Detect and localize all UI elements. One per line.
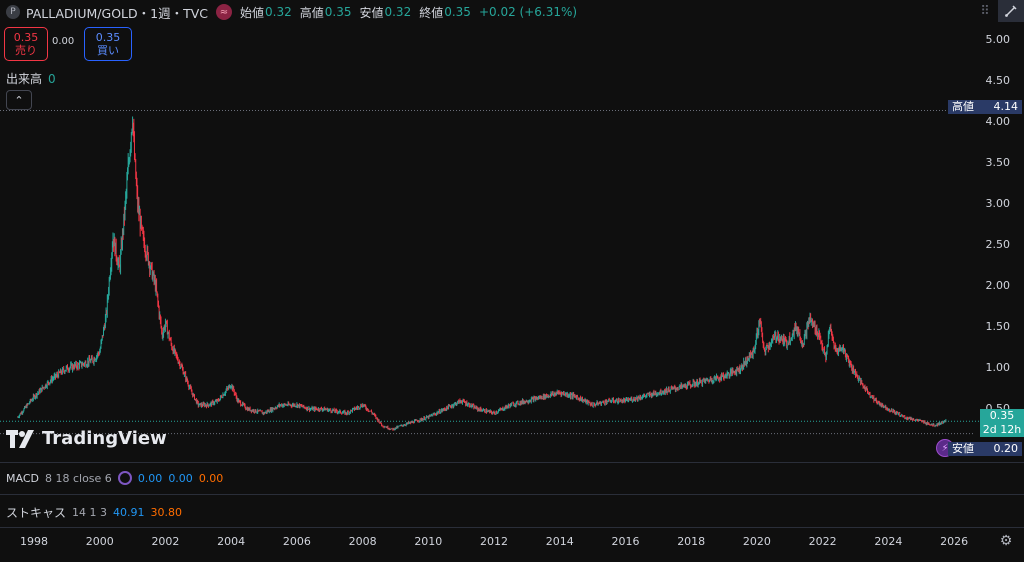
macd-value-2: 0.00 xyxy=(168,471,193,485)
price-tick-label: 2.00 xyxy=(985,279,1011,292)
chevron-up-icon: ⌃ xyxy=(14,93,24,107)
high-marker-value: 4.14 xyxy=(993,100,1019,113)
stoch-name: ストキャス xyxy=(6,506,67,520)
low-marker-value: 0.20 xyxy=(993,442,1019,455)
volume-label: 出来高 xyxy=(6,72,43,86)
drag-handle-icon[interactable]: ⠿ xyxy=(980,3,990,19)
stoch-params: 14 1 3 xyxy=(72,506,108,519)
time-tick-label: 2018 xyxy=(677,535,706,548)
collapse-button[interactable]: ⌃ xyxy=(6,90,32,110)
macd-legend[interactable]: MACD 8 18 close 6 0.00 0.00 0.00 xyxy=(6,471,223,485)
pane-separator[interactable] xyxy=(0,494,1024,495)
price-tick-label: 5.00 xyxy=(985,33,1011,46)
bar-countdown: 2d 12h xyxy=(982,423,1022,436)
sell-button[interactable]: 0.35 売り xyxy=(4,27,48,61)
time-tick-label: 2022 xyxy=(808,535,837,548)
sell-price: 0.35 xyxy=(13,31,39,44)
macd-value-3: 0.00 xyxy=(198,471,224,485)
close-label: 終値 xyxy=(419,5,444,20)
high-label: 高値 xyxy=(299,5,324,20)
tradingview-logo-icon xyxy=(6,429,34,448)
pane-separator[interactable] xyxy=(0,527,1024,528)
time-tick-label: 2026 xyxy=(940,535,969,548)
macd-params: 8 18 close 6 xyxy=(44,471,112,485)
high-marker-label: 高値 xyxy=(952,100,974,113)
stoch-value-2: 30.80 xyxy=(150,506,183,519)
sell-label: 売り xyxy=(15,44,37,57)
low-marker: 安値 0.20 xyxy=(948,442,1022,456)
pane-separator[interactable] xyxy=(0,462,1024,463)
time-tick-label: 2004 xyxy=(217,535,246,548)
volume-legend[interactable]: 出来高 0 xyxy=(6,70,56,87)
buy-label: 買い xyxy=(97,44,119,57)
macd-settings-icon[interactable] xyxy=(117,471,132,485)
settings-gear-icon[interactable]: ⚙ xyxy=(999,533,1013,549)
change-value: +0.02 (+6.31%) xyxy=(478,5,578,19)
stoch-legend[interactable]: ストキャス 14 1 3 40.91 30.80 xyxy=(6,504,182,521)
macd-name: MACD xyxy=(6,471,39,485)
time-tick-label: 2010 xyxy=(414,535,443,548)
price-tick-label: 2.50 xyxy=(985,238,1011,251)
price-tick-label: 1.50 xyxy=(985,320,1011,333)
approx-icon[interactable]: ≈ xyxy=(216,4,232,20)
tradingview-logo-text: TradingView xyxy=(42,428,167,449)
candles xyxy=(17,116,947,431)
time-tick-label: 2006 xyxy=(282,535,311,548)
time-tick-label: 2020 xyxy=(742,535,771,548)
buy-price: 0.35 xyxy=(95,31,121,44)
time-tick-label: 2024 xyxy=(874,535,903,548)
time-tick-label: 2016 xyxy=(611,535,640,548)
symbol-title[interactable]: PALLADIUM/GOLD・1週・TVC xyxy=(26,5,208,21)
close-value: 0.35 xyxy=(444,5,471,19)
high-marker: 高値 4.14 xyxy=(948,100,1022,114)
tradingview-logo[interactable]: TradingView xyxy=(6,428,167,449)
legend-header: P PALLADIUM/GOLD・1週・TVC ≈ 始値 0.32 高値 0.35 … xyxy=(6,2,585,22)
pen-icon xyxy=(1005,5,1017,17)
spread-value: 0.00 xyxy=(52,36,75,47)
time-tick-label: 2012 xyxy=(480,535,509,548)
volume-value: 0 xyxy=(48,72,56,86)
drawing-tool-button[interactable] xyxy=(998,0,1024,22)
time-tick-label: 2002 xyxy=(151,535,180,548)
open-label: 始値 xyxy=(240,5,265,20)
time-tick-label: 2014 xyxy=(545,535,574,548)
macd-value-1: 0.00 xyxy=(137,471,163,485)
price-tick-label: 3.00 xyxy=(985,197,1011,210)
time-tick-label: 2008 xyxy=(348,535,377,548)
price-tick-label: 4.00 xyxy=(985,115,1011,128)
high-value: 0.35 xyxy=(324,5,352,19)
last-price-marker: 0.35 2d 12h xyxy=(980,409,1024,437)
time-tick-label: 1998 xyxy=(20,535,48,548)
open-value: 0.32 xyxy=(265,5,292,19)
low-marker-label: 安値 xyxy=(952,442,974,455)
price-tick-label: 4.50 xyxy=(985,74,1011,87)
symbol-icon[interactable]: P xyxy=(6,5,20,19)
low-label: 安値 xyxy=(359,5,384,20)
buy-button[interactable]: 0.35 買い xyxy=(84,27,132,61)
last-price-value: 0.35 xyxy=(989,409,1015,422)
price-tick-label: 1.00 xyxy=(985,361,1011,374)
low-value: 0.32 xyxy=(384,5,412,19)
price-tick-label: 3.50 xyxy=(985,156,1011,169)
time-tick-label: 2000 xyxy=(85,535,114,548)
stoch-value-1: 40.91 xyxy=(113,506,145,519)
